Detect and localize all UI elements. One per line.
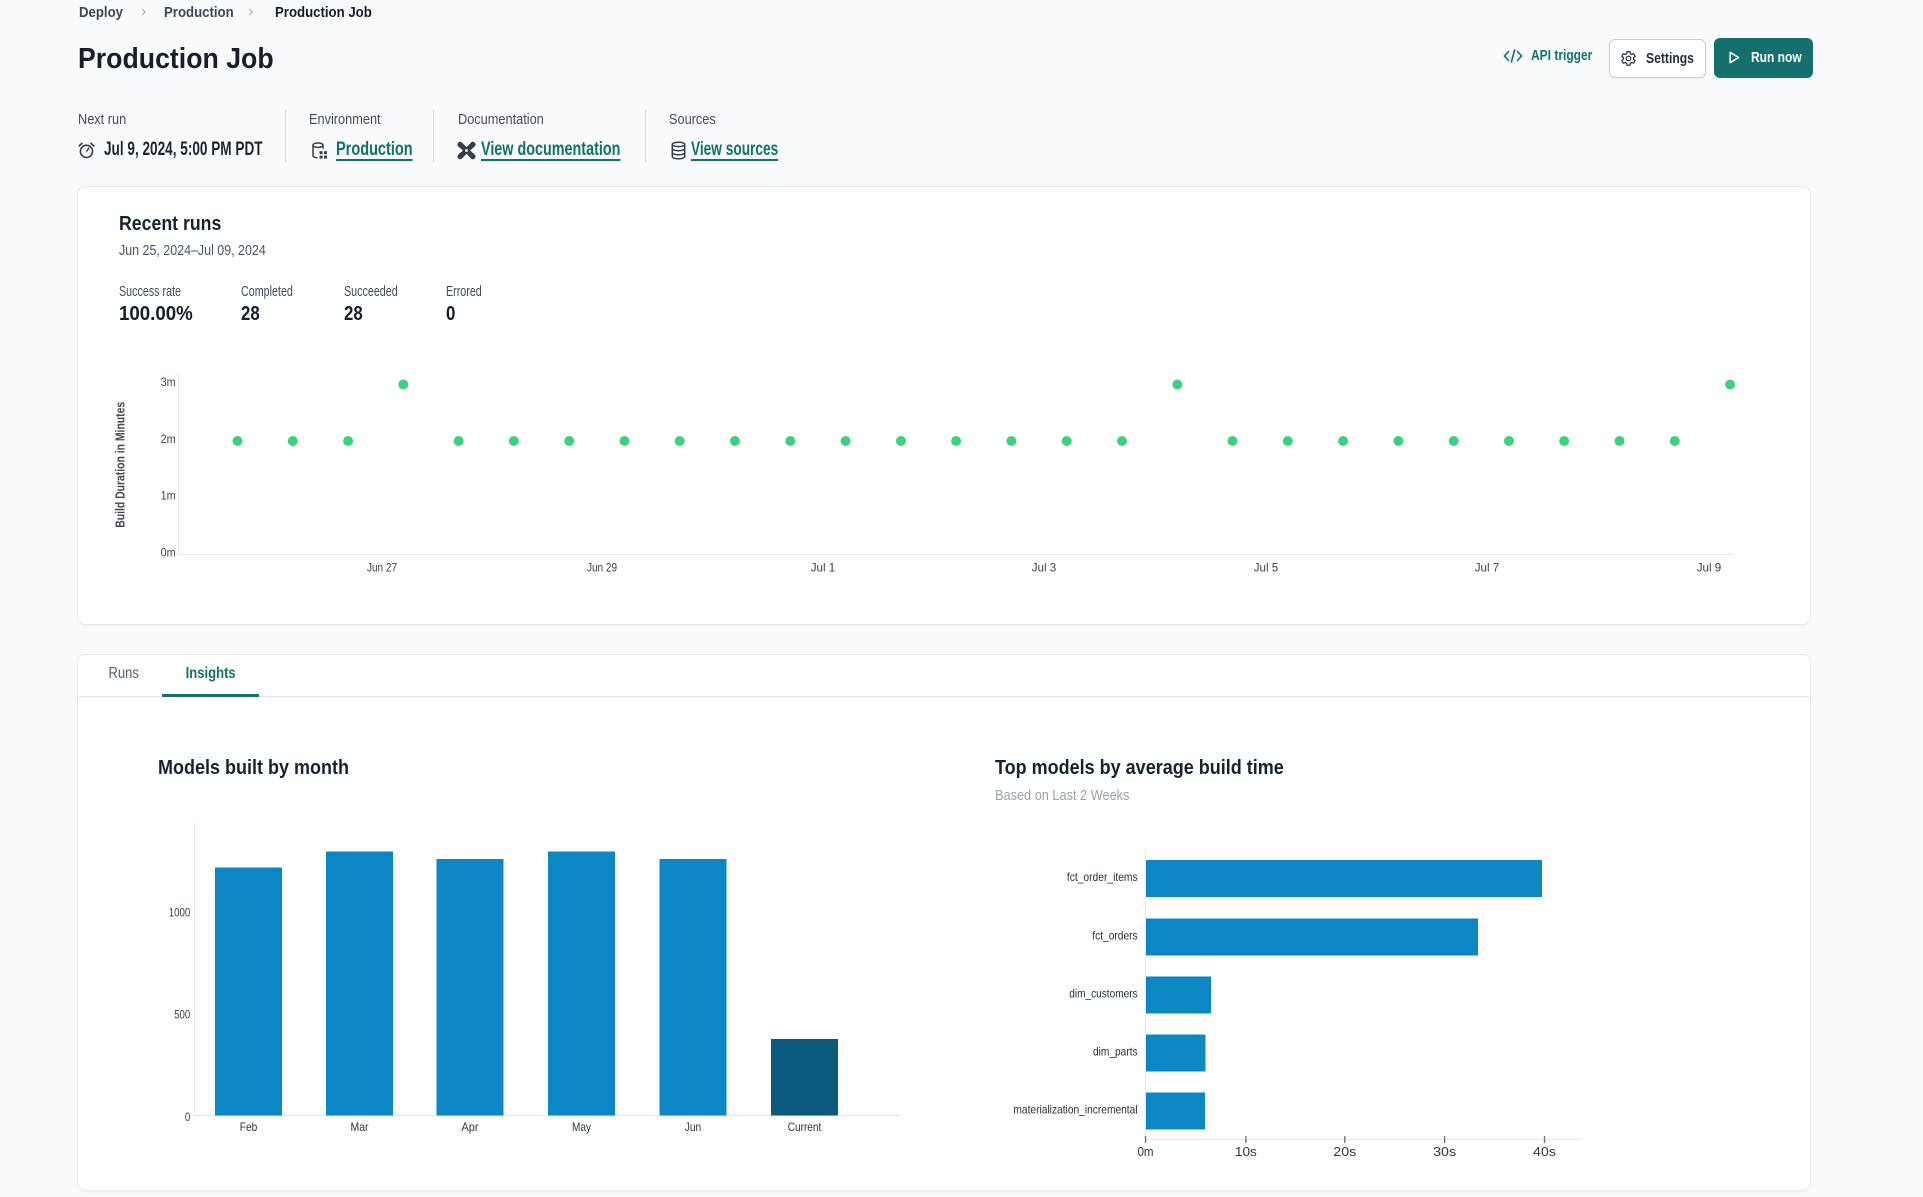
svg-text:Jun 27: Jun 27: [367, 561, 397, 575]
svg-text:dim_customers: dim_customers: [1069, 986, 1137, 1000]
svg-text:Jun 29: Jun 29: [587, 561, 617, 575]
svg-text:materialization_incremental: materialization_incremental: [1013, 1102, 1137, 1116]
svg-text:10s: 10s: [1235, 1144, 1258, 1159]
svg-text:Jul 5: Jul 5: [1254, 561, 1279, 575]
svg-text:30s: 30s: [1433, 1144, 1457, 1159]
svg-text:500: 500: [174, 1008, 190, 1022]
svg-text:0m: 0m: [1137, 1144, 1153, 1159]
svg-text:Jun: Jun: [685, 1120, 702, 1134]
svg-text:40s: 40s: [1533, 1144, 1557, 1159]
svg-text:1000: 1000: [169, 906, 191, 920]
svg-text:20s: 20s: [1333, 1144, 1357, 1159]
svg-text:Jul 1: Jul 1: [811, 561, 836, 575]
svg-text:Jul 7: Jul 7: [1475, 561, 1500, 575]
svg-text:0: 0: [185, 1110, 191, 1124]
svg-text:Jul 9: Jul 9: [1697, 561, 1722, 575]
svg-text:dim_parts: dim_parts: [1093, 1044, 1138, 1058]
svg-text:Mar: Mar: [351, 1120, 369, 1134]
svg-text:Current: Current: [788, 1120, 822, 1134]
svg-text:Apr: Apr: [462, 1120, 479, 1134]
svg-text:Jul 3: Jul 3: [1032, 561, 1057, 575]
svg-text:3m: 3m: [161, 377, 176, 389]
svg-text:2m: 2m: [161, 434, 176, 446]
svg-text:May: May: [572, 1120, 591, 1134]
svg-text:1m: 1m: [161, 491, 176, 503]
svg-text:Feb: Feb: [240, 1120, 258, 1134]
svg-text:fct_orders: fct_orders: [1092, 928, 1137, 942]
svg-text:0m: 0m: [161, 547, 176, 559]
svg-text:fct_order_items: fct_order_items: [1067, 870, 1138, 884]
svg-text:Build Duration in Minutes: Build Duration in Minutes: [114, 402, 128, 528]
